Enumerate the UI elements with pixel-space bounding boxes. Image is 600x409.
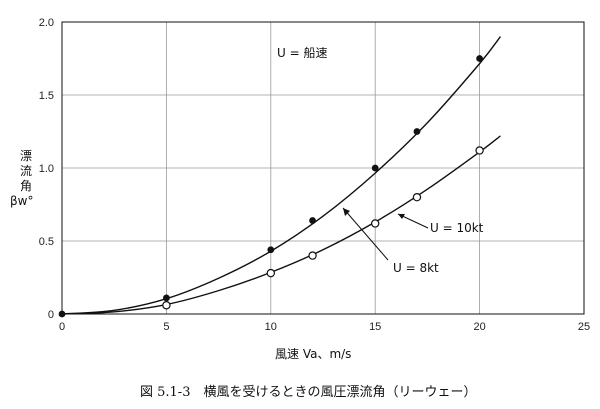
- figure-caption: 図 5.1-3 横風を受けるときの風圧漂流角（リーウェー）: [140, 384, 476, 400]
- series-label-u10: U = 10kt: [430, 221, 484, 235]
- x-tick-label: 20: [473, 321, 485, 333]
- x-axis-label: 風速 Va、m/s: [275, 347, 351, 361]
- y-axis-label-2: 流: [20, 164, 32, 178]
- data-point-series-1: [412, 192, 422, 202]
- data-point-series-1: [475, 146, 484, 155]
- series-curve-0: [61, 36, 502, 315]
- y-axis-label-1: 漂: [20, 149, 32, 163]
- y-tick-label: 1.5: [39, 90, 54, 102]
- data-point-series-0: [413, 128, 421, 135]
- x-tick-label: 15: [369, 321, 381, 333]
- legend-note: U = 船速: [277, 46, 327, 60]
- series-points: [58, 55, 484, 318]
- data-point-series-0: [476, 55, 484, 62]
- x-tick-labels: 0 5 10 15 20 25: [59, 321, 590, 333]
- data-point-series-1: [266, 268, 275, 278]
- plot-frame: [61, 21, 585, 315]
- y-origin-label: 0: [48, 309, 54, 321]
- series-label-u8: U = 8kt: [393, 261, 439, 275]
- series-curve-1: [61, 135, 501, 315]
- x-tick-label: 10: [265, 321, 277, 333]
- data-point-series-0: [267, 246, 275, 254]
- arrow-u10-head: [398, 214, 405, 219]
- data-point-series-0: [371, 164, 379, 172]
- x-tick-label: 5: [163, 321, 169, 333]
- y-tick-label: 1.0: [39, 163, 54, 175]
- y-tick-label: 2.0: [39, 17, 54, 29]
- data-point-series-1: [308, 251, 317, 260]
- y-tick-label: 0.5: [39, 236, 54, 248]
- data-point-series-0: [162, 294, 170, 302]
- grid-lines: [62, 22, 584, 314]
- x-tick-label: 25: [578, 321, 590, 333]
- data-point-series-0: [309, 217, 316, 224]
- series-curves: [61, 36, 502, 315]
- data-point-series-1: [162, 301, 171, 310]
- y-axis-label-4: βw°: [10, 194, 33, 208]
- x-tick-label: 0: [59, 321, 65, 333]
- y-axis-label-3: 角: [20, 179, 32, 193]
- arrow-u8: [342, 207, 389, 261]
- arrow-u8-head: [343, 208, 350, 216]
- data-point-series-1: [371, 219, 380, 228]
- data-point-series-0: [58, 310, 66, 318]
- y-tick-labels: 0.5 1.0 1.5 2.0 0: [39, 17, 54, 321]
